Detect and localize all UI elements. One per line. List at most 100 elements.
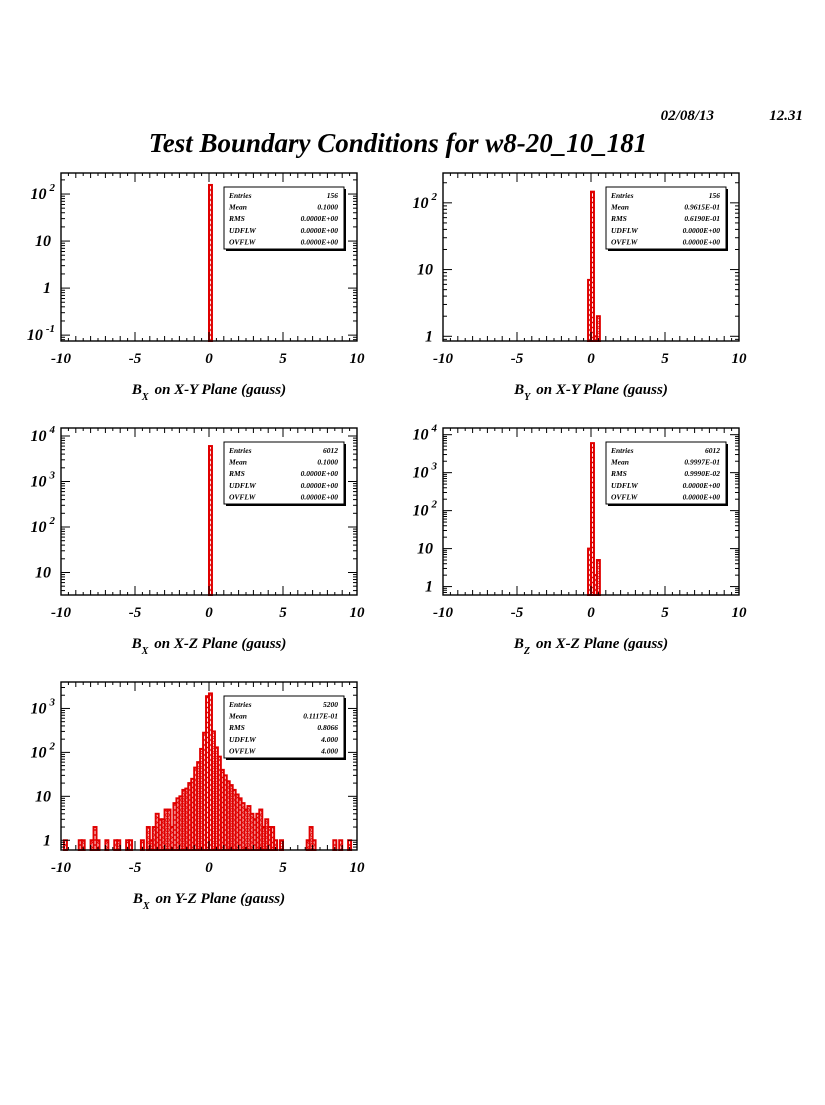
histogram-bars (587, 190, 601, 343)
stats-box-frame (223, 695, 345, 759)
y-tick-base: 10 (31, 744, 47, 761)
y-tick-base: 10 (31, 428, 47, 445)
y-tick-exponent: 2 (49, 515, 56, 527)
y-tick-label: 10 3 (413, 461, 438, 482)
x-axis-label-symbol: B (131, 382, 142, 398)
x-tick-label: 5 (661, 351, 669, 367)
x-axis-label: BZ on X-Z Plane (gauss) (513, 636, 668, 657)
stats-value: 0.9615E-01 (684, 203, 720, 212)
axis-ticks (61, 173, 357, 341)
stats-box: Entries 5200 Mean 0.1117E-01 RMS 0.8066 UDFLW 4… (223, 695, 346, 760)
stats-label: UDFLW (229, 226, 257, 235)
stats-label: Entries (228, 191, 252, 200)
x-axis-label-text: on Y-Z Plane (gauss) (156, 891, 286, 907)
y-tick-base: 10 (35, 788, 51, 805)
x-axis-label: BX on X-Y Plane (gauss) (131, 382, 286, 403)
x-tick-label: 0 (205, 605, 213, 621)
x-tick-label: -5 (511, 351, 524, 367)
y-tick-base: 10 (417, 541, 433, 558)
y-tick-label: 10 3 (31, 470, 56, 491)
x-tick-label: 0 (587, 605, 595, 621)
stats-label: Mean (228, 203, 247, 212)
y-tick-base: 10 (31, 474, 47, 491)
stats-box: Entries 6012 Mean 0.1000 RMS 0.0000E+00 UDFLW 0… (223, 441, 346, 506)
x-tick-label: -5 (511, 605, 524, 621)
y-tick-base: 10 (417, 262, 433, 279)
x-tick-label: -10 (51, 351, 71, 367)
stats-label: RMS (610, 469, 627, 478)
stats-label: Entries (610, 191, 634, 200)
x-tick-label: 10 (732, 351, 748, 367)
x-axis-label-text: on X-Z Plane (gauss) (536, 636, 668, 652)
stats-value: 0.0000E+00 (301, 469, 339, 478)
stats-label: Entries (228, 446, 252, 455)
y-tick-base: 10 (413, 195, 429, 212)
stats-label: UDFLW (611, 226, 639, 235)
y-tick-base: 1 (43, 280, 51, 297)
y-tick-base: 10 (31, 519, 47, 536)
histogram-bin (590, 442, 595, 596)
stats-box: Entries 156 Mean 0.1000 RMS 0.0000E+00 UDFLW 0.… (223, 186, 346, 251)
x-axis-label-symbol: B (513, 382, 524, 398)
y-tick-exponent: 2 (431, 499, 438, 511)
x-tick-label: -5 (129, 351, 142, 367)
stats-label: Mean (610, 203, 629, 212)
x-axis-label-text: on X-Y Plane (gauss) (155, 382, 287, 398)
y-tick-base: 10 (413, 465, 429, 482)
stats-value: 4.000 (320, 735, 338, 744)
x-tick-label: -10 (433, 351, 453, 367)
y-tick-exponent: 3 (49, 470, 56, 482)
stats-label: UDFLW (611, 481, 639, 490)
header-date: 02/08/13 (661, 108, 715, 124)
x-axis-label-subscript: X (141, 392, 149, 403)
x-tick-label: -10 (433, 605, 453, 621)
y-tick-base: 10 (27, 327, 43, 344)
y-tick-base: 1 (43, 832, 51, 849)
stats-label: OVFLW (229, 746, 257, 755)
x-tick-label: -10 (51, 860, 71, 876)
stats-value: 6012 (705, 446, 720, 455)
y-tick-exponent: 4 (431, 423, 438, 435)
x-tick-label: 10 (350, 351, 366, 367)
stats-value: 4.000 (320, 746, 338, 755)
histogram-bars (208, 183, 213, 342)
x-tick-label: 10 (350, 605, 366, 621)
stats-value: 0.9997E-01 (684, 458, 720, 467)
y-tick-label: 10 3 (31, 696, 56, 717)
stats-value: 0.1117E-01 (303, 712, 338, 721)
histogram-bars (208, 445, 213, 596)
x-tick-label: 0 (205, 860, 213, 876)
histogram-bin (595, 559, 601, 597)
x-tick-label: -5 (129, 605, 142, 621)
stats-box-frame (605, 186, 727, 250)
histogram-bin (62, 839, 68, 851)
y-tick-base: 10 (31, 700, 47, 717)
y-tick-label: 10 (35, 788, 51, 805)
stats-value: 0.0000E+00 (301, 226, 339, 235)
axis-ticks (61, 428, 357, 595)
stats-label: Mean (228, 712, 247, 721)
x-axis-label-text: on X-Y Plane (gauss) (536, 382, 668, 398)
stats-value: 0.0000E+00 (683, 237, 721, 246)
histogram-bin (208, 445, 213, 596)
stats-label: Entries (228, 700, 252, 709)
y-tick-label: 10 (417, 262, 433, 279)
y-tick-exponent: 3 (431, 461, 438, 473)
histogram-bin (590, 190, 595, 342)
stats-label: RMS (228, 723, 245, 732)
y-tick-base: 10 (413, 503, 429, 520)
stats-value: 0.0000E+00 (683, 226, 721, 235)
y-tick-label: 10 (35, 233, 51, 250)
y-tick-base: 1 (425, 579, 433, 596)
stats-value: 0.0000E+00 (301, 237, 339, 246)
y-tick-base: 10 (35, 233, 51, 250)
y-tick-base: 10 (35, 564, 51, 581)
stats-label: Mean (228, 458, 247, 467)
stats-box-frame (605, 441, 727, 505)
y-tick-label: 10 4 (413, 423, 438, 444)
y-tick-exponent: 2 (49, 740, 56, 752)
y-tick-base: 1 (425, 328, 433, 345)
stats-label: RMS (228, 214, 245, 223)
